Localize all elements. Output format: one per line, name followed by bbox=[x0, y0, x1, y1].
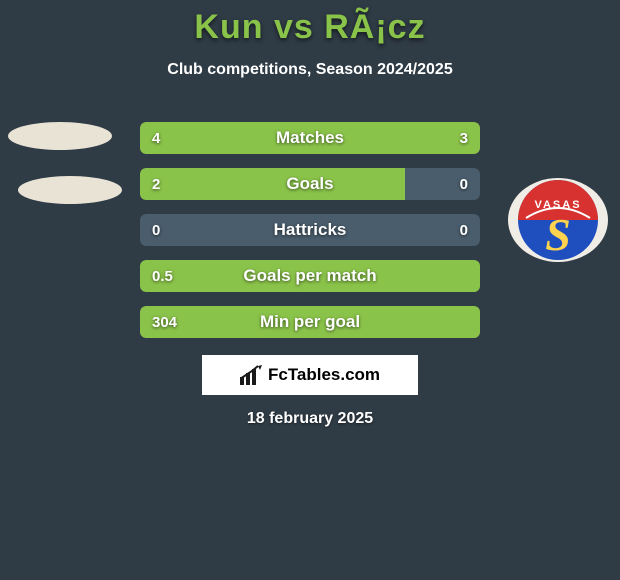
stats-container: 43Matches 20Goals 00Hattricks 0.5Goals per … bbox=[140, 122, 480, 352]
stat-row: 43Matches bbox=[140, 122, 480, 154]
comparison-card: Kun vs RÃ¡cz Club competitions, Season 2… bbox=[0, 0, 620, 580]
page-title: Kun vs RÃ¡cz bbox=[0, 0, 620, 47]
stat-row: 00Hattricks bbox=[140, 214, 480, 246]
generated-date: 18 february 2025 bbox=[0, 410, 620, 428]
crest-svg: VASAS S bbox=[516, 178, 600, 262]
brand-chart-icon bbox=[240, 365, 262, 385]
player-right-crest: VASAS S bbox=[508, 178, 608, 262]
stat-label: Matches bbox=[140, 122, 480, 154]
stat-row: 20Goals bbox=[140, 168, 480, 200]
brand-text: FcTables.com bbox=[268, 365, 380, 385]
player-left-avatar-bottom bbox=[18, 176, 122, 204]
brand-badge[interactable]: FcTables.com bbox=[202, 355, 418, 395]
subtitle: Club competitions, Season 2024/2025 bbox=[0, 61, 620, 79]
stat-label: Goals per match bbox=[140, 260, 480, 292]
player-left-avatar-top bbox=[8, 122, 112, 150]
stat-label: Hattricks bbox=[140, 214, 480, 246]
stat-label: Min per goal bbox=[140, 306, 480, 338]
crest-s: S bbox=[545, 209, 571, 260]
stat-label: Goals bbox=[140, 168, 480, 200]
stat-row: 304Min per goal bbox=[140, 306, 480, 338]
stat-row: 0.5Goals per match bbox=[140, 260, 480, 292]
